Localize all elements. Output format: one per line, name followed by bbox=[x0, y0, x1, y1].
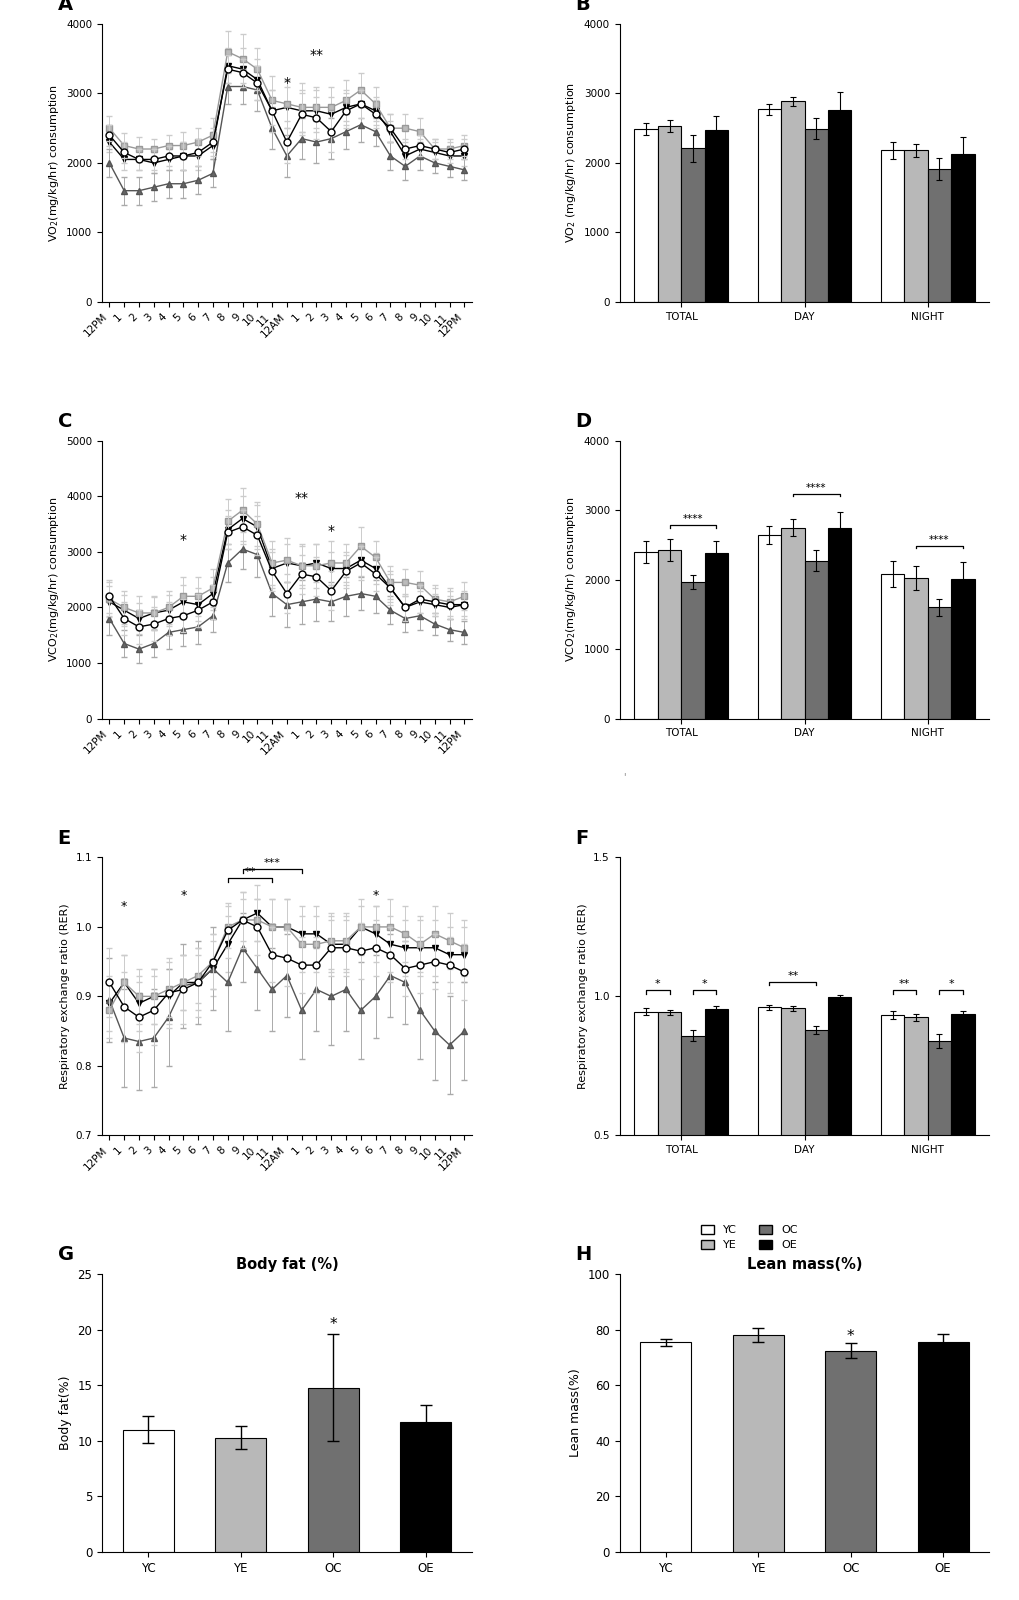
Bar bbox=[757, 534, 781, 718]
Title: Body fat (%): Body fat (%) bbox=[235, 1256, 338, 1272]
Bar bbox=[951, 1014, 974, 1274]
Y-axis label: Respiratory exchange ratio (RER): Respiratory exchange ratio (RER) bbox=[577, 904, 587, 1090]
Bar bbox=[634, 1011, 657, 1274]
Y-axis label: VCO$_2$(mg/kg/hr) consumption: VCO$_2$(mg/kg/hr) consumption bbox=[564, 498, 578, 662]
Text: *: * bbox=[654, 979, 660, 989]
Bar bbox=[399, 1422, 450, 1552]
Bar bbox=[781, 1008, 804, 1274]
Bar bbox=[215, 1437, 266, 1552]
Bar bbox=[904, 1018, 927, 1274]
Bar bbox=[634, 130, 657, 302]
Y-axis label: Respiratory exchange ratio (RER): Respiratory exchange ratio (RER) bbox=[60, 904, 70, 1090]
Bar bbox=[927, 170, 951, 302]
Text: E: E bbox=[58, 829, 70, 848]
Text: ****: **** bbox=[928, 536, 949, 546]
Bar bbox=[827, 997, 851, 1274]
Bar bbox=[917, 1342, 968, 1552]
Bar bbox=[880, 574, 904, 718]
Text: *: * bbox=[701, 979, 707, 989]
Bar bbox=[634, 552, 657, 718]
Text: ': ' bbox=[623, 771, 626, 782]
Bar bbox=[880, 1016, 904, 1274]
Y-axis label: VCO$_2$(mg/kg/hr) consumption: VCO$_2$(mg/kg/hr) consumption bbox=[47, 498, 60, 662]
Text: **: ** bbox=[787, 971, 798, 981]
Bar bbox=[804, 1030, 827, 1274]
Y-axis label: Lean mass(%): Lean mass(%) bbox=[569, 1368, 582, 1458]
Text: *: * bbox=[121, 899, 127, 912]
Bar bbox=[824, 1350, 875, 1552]
Bar bbox=[781, 528, 804, 718]
Text: D: D bbox=[575, 411, 591, 430]
Text: *: * bbox=[329, 1317, 336, 1331]
Text: F: F bbox=[575, 829, 588, 848]
Bar bbox=[927, 608, 951, 718]
Text: *: * bbox=[179, 533, 186, 547]
Bar bbox=[757, 1008, 781, 1274]
Bar bbox=[733, 1336, 783, 1552]
Bar bbox=[681, 149, 704, 302]
Y-axis label: VO$_2$(mg/kg/hr) consumption: VO$_2$(mg/kg/hr) consumption bbox=[47, 85, 60, 242]
Text: C: C bbox=[58, 411, 72, 430]
Legend: YC, YE, OC, OE: YC, YE, OC, OE bbox=[695, 1221, 801, 1254]
Text: *: * bbox=[283, 75, 290, 90]
Text: H: H bbox=[575, 1245, 591, 1264]
Text: **: ** bbox=[309, 48, 323, 62]
Bar bbox=[904, 578, 927, 718]
Text: G: G bbox=[58, 1245, 73, 1264]
Bar bbox=[704, 130, 728, 302]
Text: *: * bbox=[327, 525, 334, 538]
Bar bbox=[827, 528, 851, 718]
Bar bbox=[704, 1008, 728, 1274]
Text: **: ** bbox=[294, 491, 309, 506]
Bar bbox=[951, 154, 974, 302]
Text: B: B bbox=[575, 0, 589, 14]
Bar bbox=[657, 1013, 681, 1274]
Bar bbox=[704, 554, 728, 718]
Bar bbox=[804, 130, 827, 302]
Text: *: * bbox=[180, 890, 186, 902]
Text: *: * bbox=[846, 1330, 854, 1344]
Text: ****: **** bbox=[682, 514, 702, 525]
Bar bbox=[657, 126, 681, 302]
Bar bbox=[681, 582, 704, 718]
Text: ***: *** bbox=[263, 858, 280, 867]
Bar bbox=[122, 1430, 173, 1552]
Bar bbox=[681, 1035, 704, 1274]
Bar bbox=[804, 562, 827, 718]
Text: **: ** bbox=[244, 867, 256, 877]
Text: *: * bbox=[372, 890, 378, 902]
Y-axis label: Body fat(%): Body fat(%) bbox=[59, 1376, 71, 1450]
Text: *: * bbox=[948, 979, 953, 989]
Bar bbox=[308, 1387, 358, 1552]
Bar bbox=[951, 579, 974, 718]
Text: **: ** bbox=[898, 979, 909, 989]
Bar bbox=[927, 1042, 951, 1274]
Text: A: A bbox=[58, 0, 72, 14]
Bar bbox=[880, 150, 904, 302]
Bar bbox=[757, 109, 781, 302]
Bar bbox=[904, 150, 927, 302]
Text: ****: **** bbox=[805, 483, 825, 493]
Title: Lean mass(%): Lean mass(%) bbox=[746, 1256, 861, 1272]
Bar bbox=[640, 1342, 691, 1552]
Bar bbox=[657, 550, 681, 718]
Bar bbox=[781, 101, 804, 302]
Bar bbox=[827, 110, 851, 302]
Y-axis label: VO$_2$ (mg/kg/hr) consumption: VO$_2$ (mg/kg/hr) consumption bbox=[564, 82, 578, 243]
